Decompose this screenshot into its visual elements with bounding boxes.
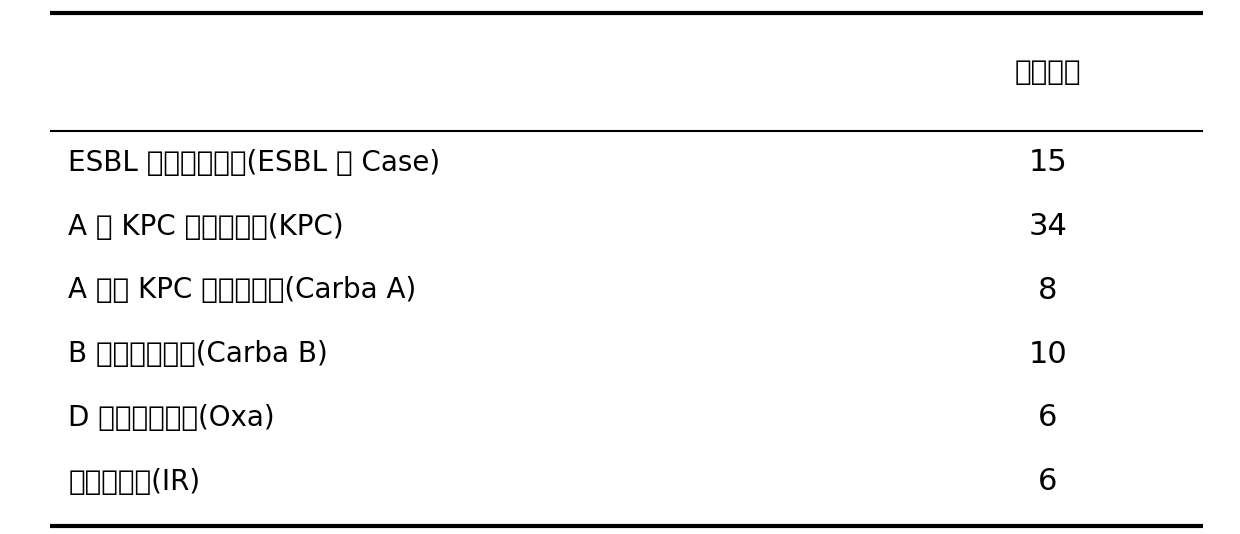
Text: D 类礦青霞烯酶(Oxa): D 类礦青霞烯酶(Oxa) xyxy=(68,404,275,432)
Text: 6: 6 xyxy=(1038,404,1058,433)
Text: A 类非 KPC 礦青霞烯酶(Carba A): A 类非 KPC 礦青霞烯酶(Carba A) xyxy=(68,277,417,304)
Text: 菌株数量: 菌株数量 xyxy=(1014,58,1081,86)
Text: A 类 KPC 礦青霞烯酶(KPC): A 类 KPC 礦青霞烯酶(KPC) xyxy=(68,213,343,240)
Text: 15: 15 xyxy=(1028,148,1068,177)
Text: 不透性抗性(IR): 不透性抗性(IR) xyxy=(68,468,201,496)
Text: 10: 10 xyxy=(1028,340,1068,368)
Text: 34: 34 xyxy=(1028,212,1068,241)
Text: B 类礦青霞烯酶(Carba B): B 类礦青霞烯酶(Carba B) xyxy=(68,340,327,368)
Text: ESBL 或头孢菌素酶(ESBL 或 Case): ESBL 或头孢菌素酶(ESBL 或 Case) xyxy=(68,149,440,177)
Text: 6: 6 xyxy=(1038,467,1058,496)
Text: 8: 8 xyxy=(1038,276,1058,305)
